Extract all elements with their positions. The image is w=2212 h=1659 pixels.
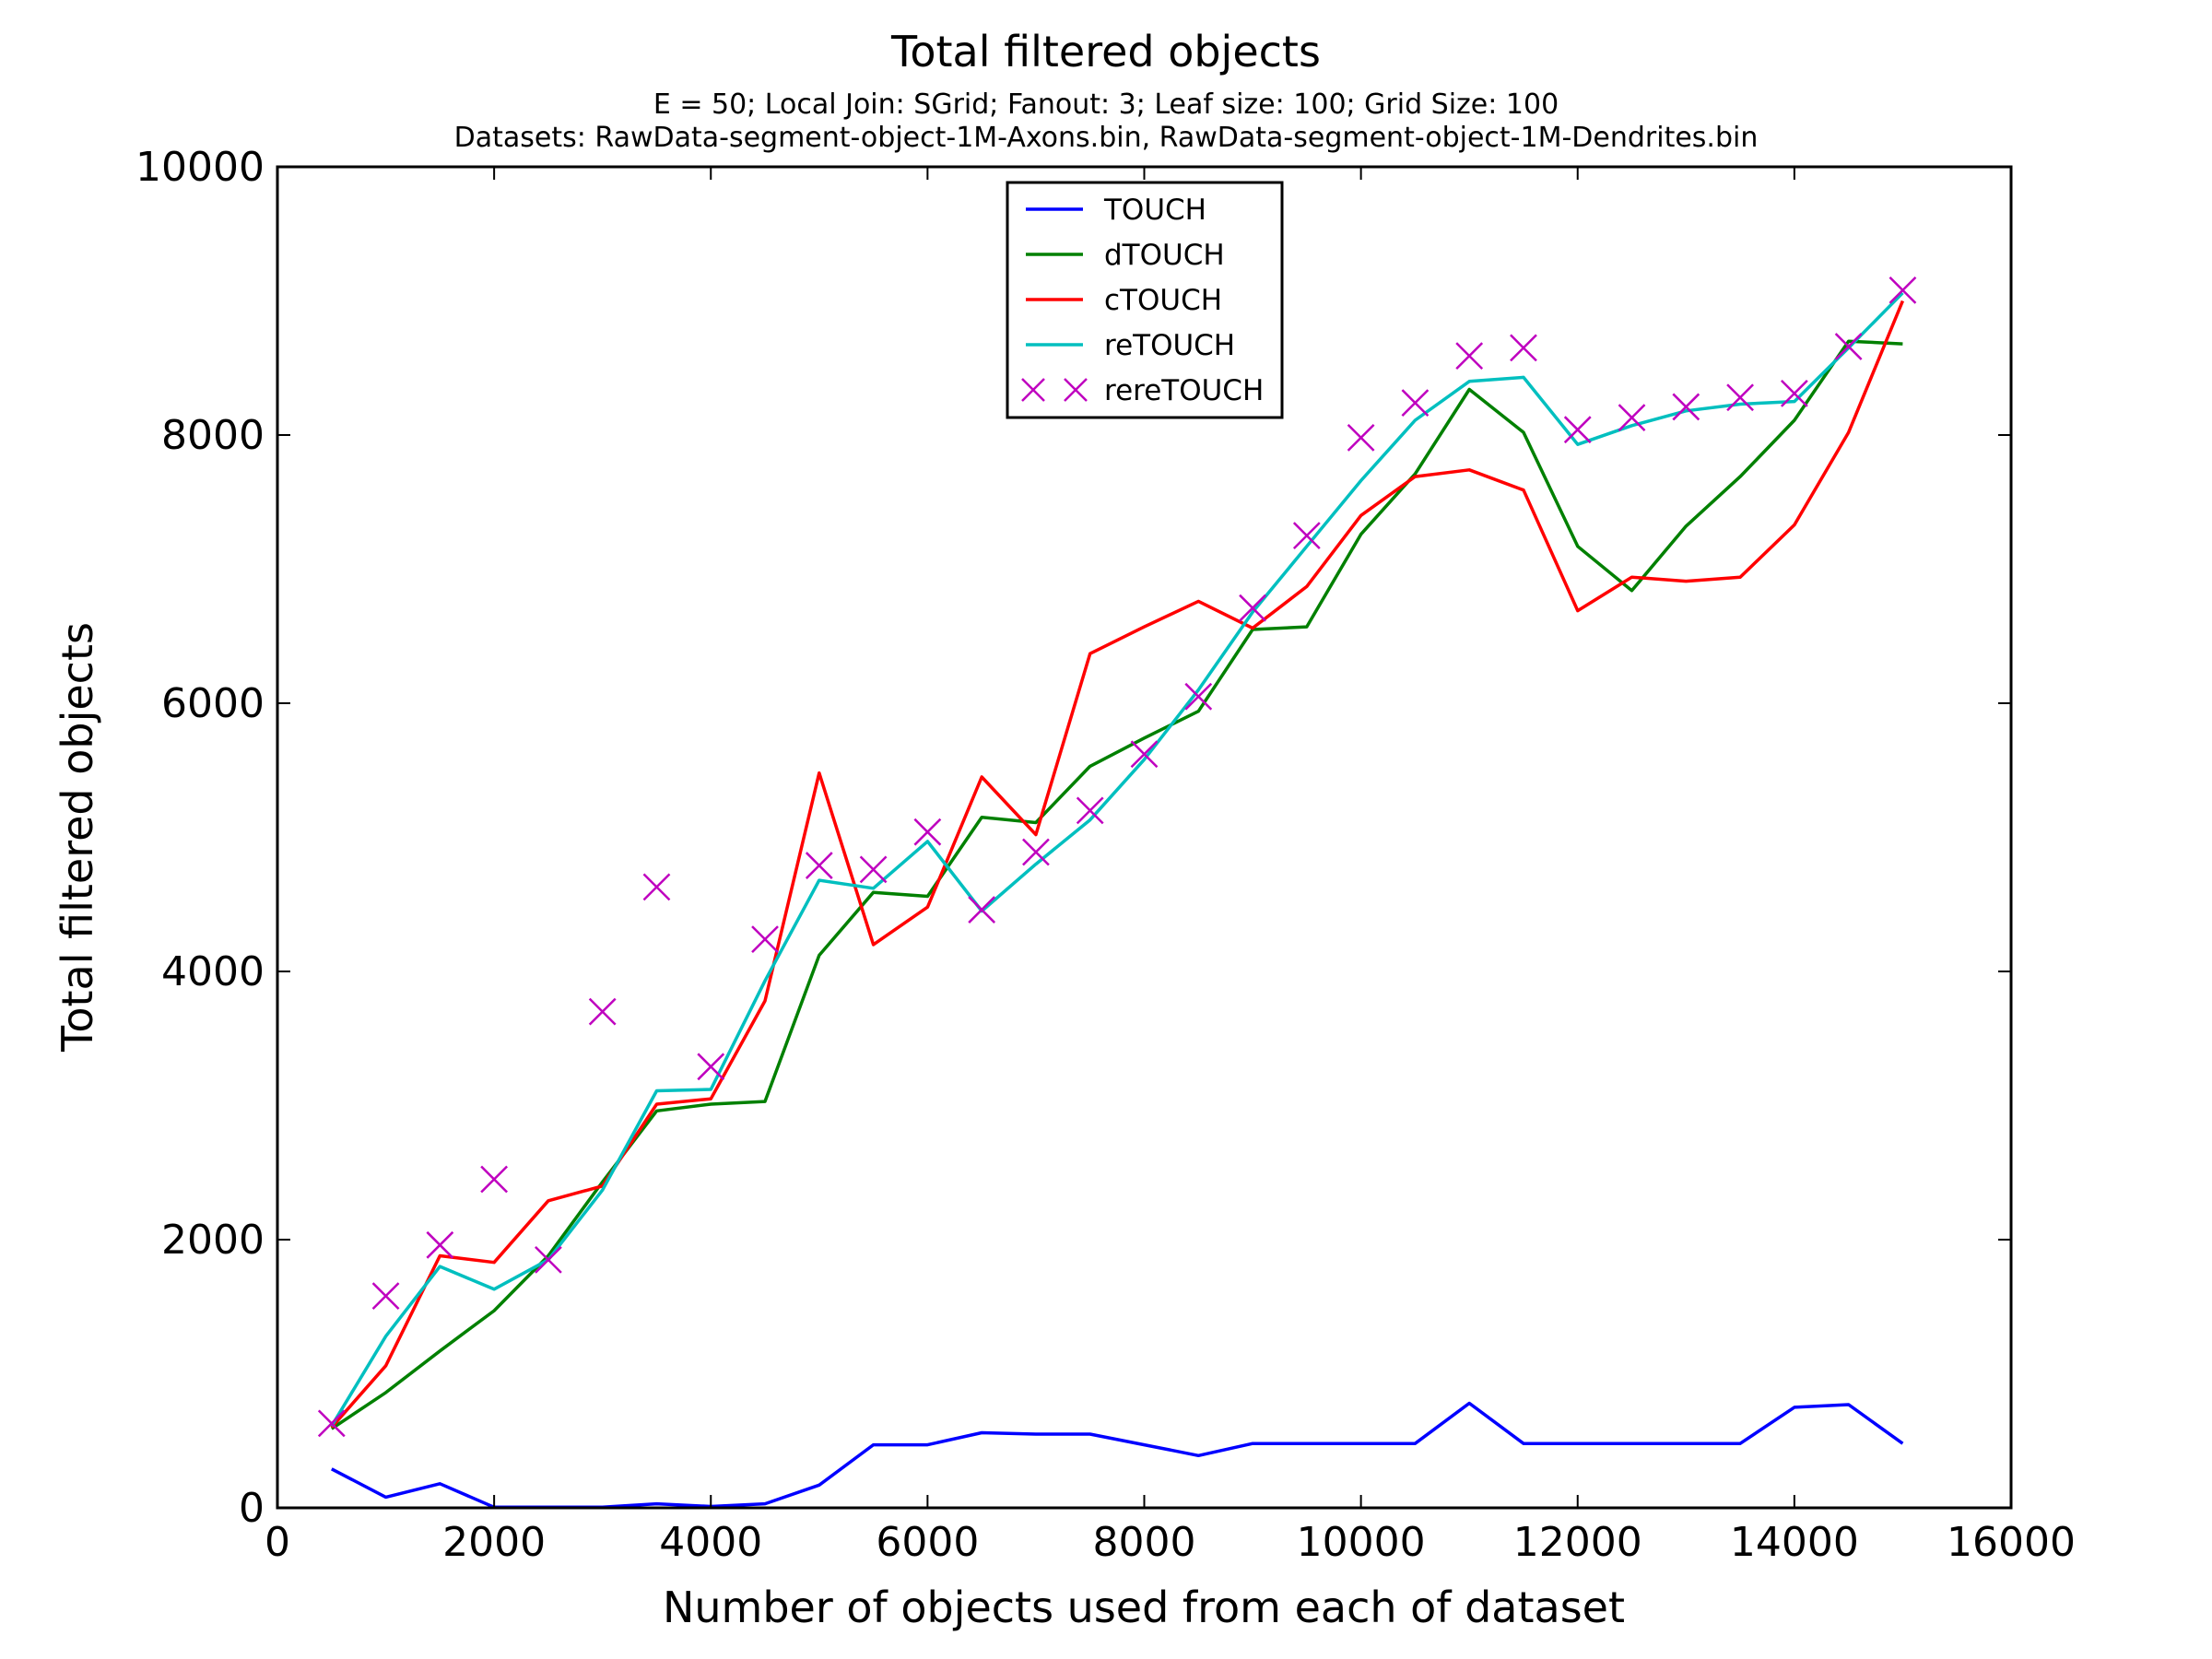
data-point-reretouch <box>1292 522 1321 550</box>
legend-label-retouch: reTOUCH <box>1104 329 1235 362</box>
x-tick-label: 8000 <box>1093 1519 1196 1566</box>
data-point-reretouch <box>859 855 888 884</box>
data-point-reretouch <box>1130 740 1159 769</box>
chart-subtitle-line-2: Datasets: RawData-segment-object-1M-Axon… <box>454 122 1759 154</box>
series-line-retouch <box>330 291 1904 1428</box>
data-point-reretouch <box>1563 416 1592 444</box>
y-tick-label: 6000 <box>161 680 265 727</box>
series-line-dtouch <box>330 339 1903 1430</box>
data-point-reretouch <box>535 1245 562 1274</box>
x-tick-label: 16000 <box>1947 1519 2076 1566</box>
data-point-reretouch <box>1834 333 1863 360</box>
series-markers-reretouch <box>317 276 1917 1438</box>
chart-title: Total filtered objects <box>890 27 1321 76</box>
data-point-reretouch <box>480 1165 509 1194</box>
y-tick-label: 4000 <box>161 948 265 995</box>
data-point-reretouch <box>1022 838 1050 866</box>
data-point-reretouch <box>968 896 996 924</box>
data-point-reretouch <box>1076 796 1104 825</box>
legend: TOUCH dTOUCH cTOUCH reTOUCH rereTOUCH <box>1006 181 1284 419</box>
tick-layer: 0 2000 4000 6000 8000 10000 12000 14000 16000 0 20… <box>135 144 2076 1566</box>
legend-label-reretouch: rereTOUCH <box>1104 374 1264 407</box>
legend-label-dtouch: dTOUCH <box>1104 239 1225 272</box>
x-tick-label: 4000 <box>659 1519 762 1566</box>
data-point-reretouch <box>1401 389 1430 417</box>
y-axis-label: Total filtered objects <box>53 622 102 1053</box>
data-point-reretouch <box>588 997 617 1026</box>
x-tick-label: 12000 <box>1513 1519 1642 1566</box>
series-line-touch <box>330 1401 1904 1510</box>
x-tick-label: 2000 <box>442 1519 546 1566</box>
data-point-reretouch <box>426 1230 454 1259</box>
y-tick-label: 10000 <box>135 144 265 191</box>
y-tick-label: 8000 <box>161 412 265 459</box>
data-point-reretouch <box>371 1282 400 1310</box>
data-point-reretouch <box>1726 383 1754 412</box>
series-layer <box>317 276 1917 1510</box>
y-tick-label: 0 <box>239 1485 265 1532</box>
data-point-reretouch <box>1780 380 1808 407</box>
x-tick-label: 6000 <box>876 1519 979 1566</box>
data-point-reretouch <box>1618 404 1646 431</box>
x-tick-label: 10000 <box>1297 1519 1426 1566</box>
x-axis-label: Number of objects used from each of data… <box>663 1583 1625 1632</box>
data-point-reretouch <box>1455 342 1484 371</box>
series-line-ctouch <box>330 300 1905 1429</box>
data-point-reretouch <box>805 852 833 879</box>
chart-subtitle-line-1: E = 50; Local Join: SGrid; Fanout: 3; Le… <box>653 88 1559 121</box>
data-point-reretouch <box>1510 334 1537 362</box>
data-point-reretouch <box>1239 594 1266 622</box>
legend-label-ctouch: cTOUCH <box>1104 284 1222 317</box>
data-point-reretouch <box>751 925 779 953</box>
data-point-reretouch <box>913 818 942 846</box>
legend-swatch-reretouch <box>1021 378 1045 402</box>
y-tick-label: 2000 <box>161 1217 265 1264</box>
data-point-reretouch <box>1184 682 1213 711</box>
data-point-reretouch <box>1888 276 1917 304</box>
data-point-reretouch <box>317 1409 346 1438</box>
legend-label-touch: TOUCH <box>1103 194 1206 227</box>
data-point-reretouch <box>1672 393 1700 421</box>
data-point-reretouch <box>1347 424 1375 452</box>
legend-swatch-reretouch <box>1064 378 1088 402</box>
data-point-reretouch <box>697 1053 725 1081</box>
x-tick-label: 14000 <box>1730 1519 1859 1566</box>
x-tick-label: 0 <box>265 1519 290 1566</box>
data-point-reretouch <box>642 873 671 901</box>
